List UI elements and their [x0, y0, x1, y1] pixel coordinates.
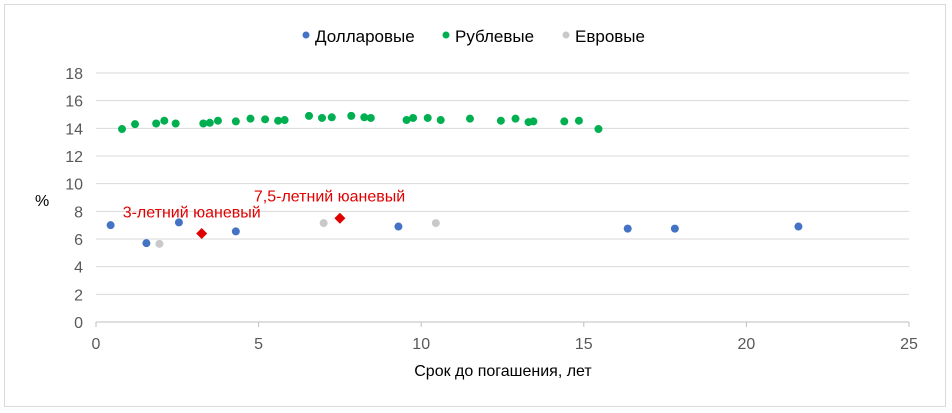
legend-label: Рублевые — [455, 27, 534, 46]
data-point — [261, 115, 270, 124]
legend-marker — [442, 31, 450, 39]
data-point — [394, 222, 403, 231]
x-tick-label: 20 — [738, 336, 756, 353]
y-tick-label: 2 — [74, 287, 83, 304]
highlight-marker — [334, 212, 346, 224]
y-axis-title: % — [35, 193, 49, 210]
data-point — [511, 114, 520, 123]
highlight-label: 3-летний юаневый — [123, 204, 261, 221]
data-point — [623, 224, 632, 233]
data-point — [246, 114, 255, 123]
data-point — [465, 114, 474, 123]
highlight-marker — [196, 227, 208, 239]
data-point — [231, 117, 240, 126]
data-point — [366, 113, 375, 122]
data-point — [560, 117, 569, 126]
data-point — [436, 116, 445, 125]
y-tick-label: 10 — [65, 177, 83, 194]
data-point — [118, 125, 127, 134]
y-tick-labels: 0 2 4 6 8 10 12 14 16 18 — [65, 66, 83, 332]
data-point — [274, 116, 283, 125]
data-point — [213, 116, 222, 125]
legend-label: Долларовые — [315, 27, 415, 46]
gridlines — [96, 72, 909, 295]
legend-marker — [562, 31, 570, 39]
y-tick-label: 0 — [74, 315, 83, 332]
data-point — [327, 113, 336, 122]
y-tick-label: 4 — [74, 260, 83, 277]
y-tick-label: 18 — [65, 66, 83, 83]
data-point — [305, 111, 314, 120]
data-point — [360, 113, 369, 122]
data-point — [347, 111, 356, 120]
data-point — [409, 113, 418, 122]
data-point — [142, 239, 151, 248]
x-tick-label: 25 — [900, 336, 918, 353]
data-point — [106, 221, 115, 230]
data-point — [160, 116, 169, 125]
axes — [95, 321, 910, 327]
highlight-label: 7,5-летний юаневый — [254, 188, 405, 205]
data-point — [155, 239, 164, 248]
data-point — [529, 117, 538, 126]
data-point — [423, 113, 432, 122]
data-point — [231, 227, 240, 236]
y-tick-label: 14 — [65, 121, 83, 138]
x-tick-label: 0 — [92, 336, 101, 353]
y-tick-label: 8 — [74, 204, 83, 221]
x-axis-title: Срок до погашения, лет — [414, 363, 592, 380]
data-point — [171, 119, 180, 128]
data-point — [670, 224, 679, 233]
data-point — [574, 116, 583, 125]
data-point — [496, 116, 505, 125]
chart-frame — [4, 4, 946, 407]
x-tick-labels: 0 5 10 15 20 25 — [92, 336, 918, 353]
x-tick-label: 10 — [412, 336, 430, 353]
data-point — [794, 222, 803, 231]
legend-marker — [302, 31, 310, 39]
legend-label: Евровые — [575, 27, 645, 46]
data-point — [205, 118, 214, 127]
data-point — [318, 113, 327, 122]
data-point — [174, 218, 183, 227]
data-point — [280, 116, 289, 125]
y-tick-label: 6 — [74, 232, 83, 249]
data-points — [106, 111, 803, 248]
legend: Долларовые Рублевые Евровые — [302, 27, 645, 46]
y-tick-label: 16 — [65, 94, 83, 111]
data-point — [199, 119, 208, 128]
data-point — [594, 125, 603, 134]
data-point — [402, 116, 411, 125]
data-point — [319, 219, 328, 228]
y-tick-label: 12 — [65, 149, 83, 166]
data-point — [131, 120, 140, 129]
x-tick-label: 5 — [254, 336, 263, 353]
data-point — [431, 219, 440, 228]
x-tick-label: 15 — [575, 336, 593, 353]
data-point — [152, 119, 161, 128]
